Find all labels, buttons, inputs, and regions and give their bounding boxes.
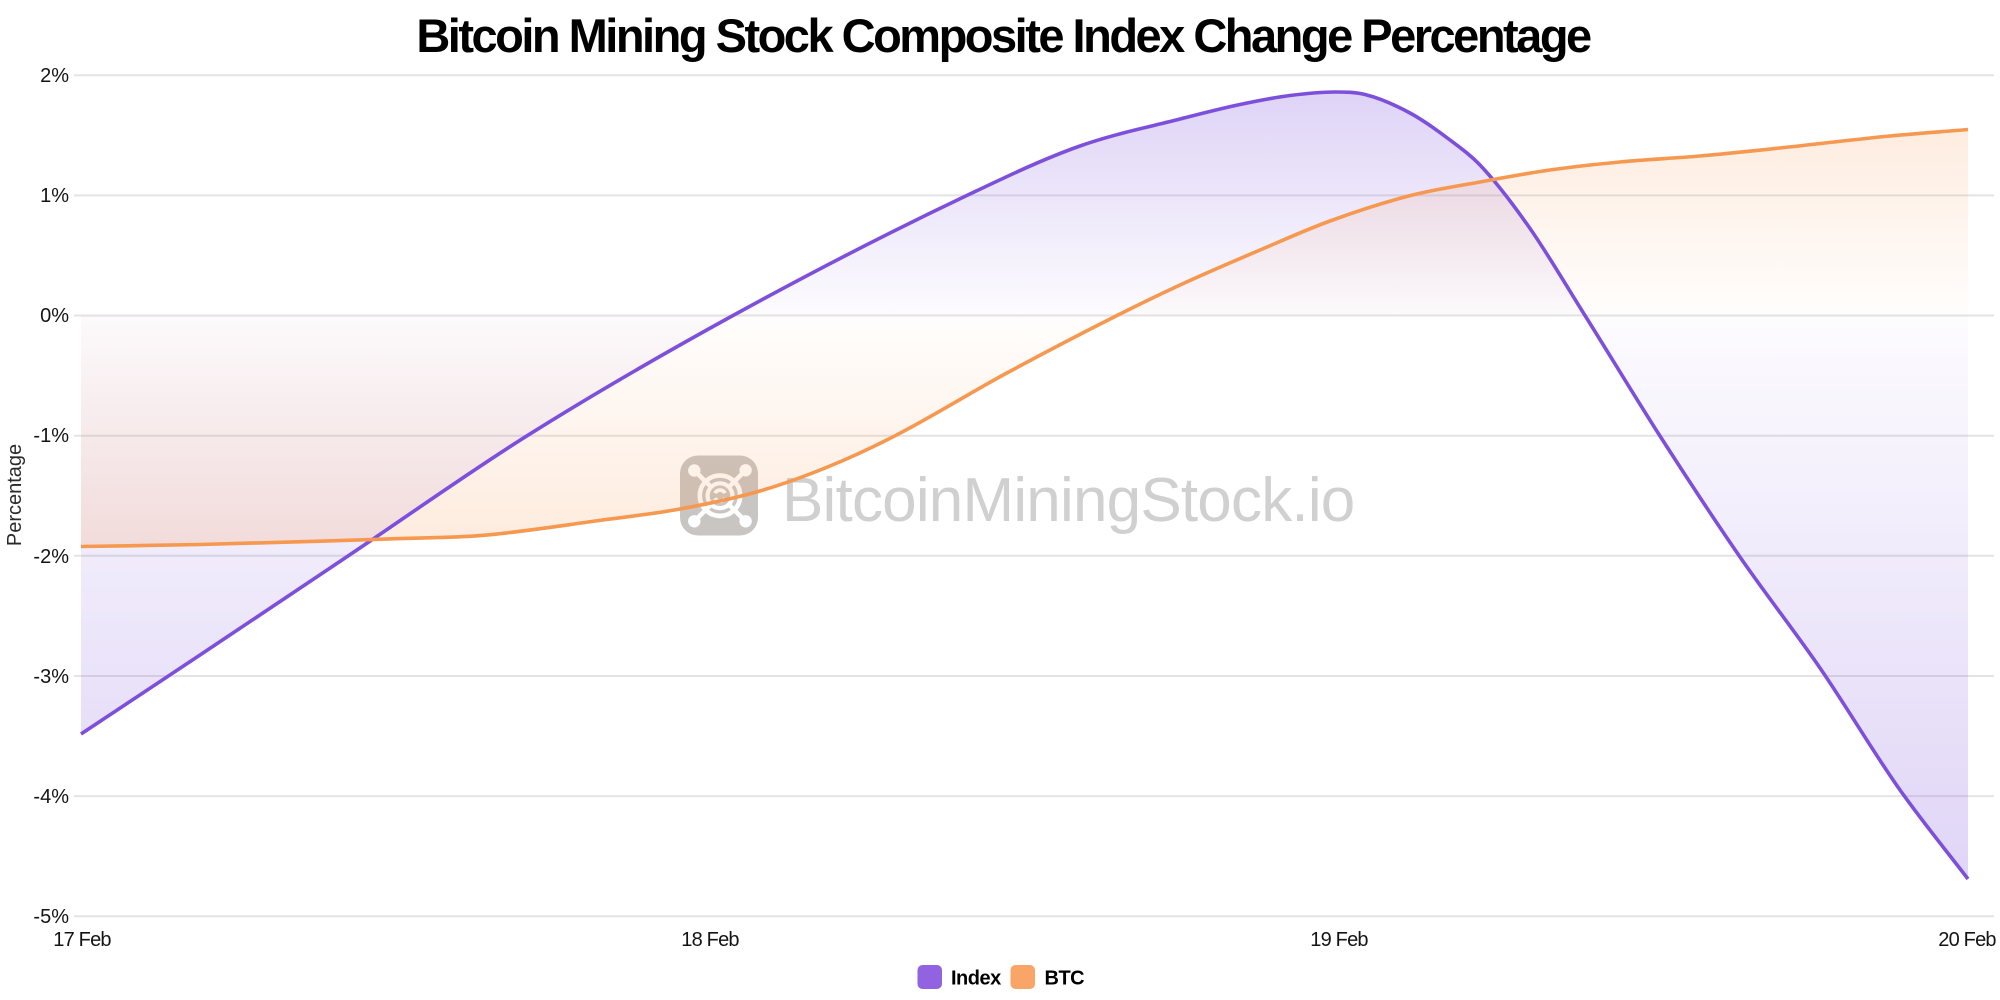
svg-text:18 Feb: 18 Feb bbox=[681, 929, 739, 951]
svg-text:0%: 0% bbox=[40, 305, 69, 327]
svg-text:BitcoinMiningStock.io: BitcoinMiningStock.io bbox=[782, 466, 1354, 535]
svg-text:19 Feb: 19 Feb bbox=[1310, 929, 1368, 951]
svg-text:-2%: -2% bbox=[33, 546, 69, 568]
svg-text:-3%: -3% bbox=[33, 666, 69, 688]
svg-text:BTC: BTC bbox=[1045, 968, 1085, 990]
svg-text:Percentage: Percentage bbox=[4, 444, 26, 546]
svg-text:2%: 2% bbox=[40, 65, 69, 87]
svg-text:20 Feb: 20 Feb bbox=[1938, 929, 1996, 951]
svg-text:-5%: -5% bbox=[33, 906, 69, 928]
svg-text:Bitcoin Mining Stock Composite: Bitcoin Mining Stock Composite Index Cha… bbox=[416, 9, 1591, 62]
svg-text:1%: 1% bbox=[40, 185, 69, 207]
svg-text:Index: Index bbox=[951, 968, 1001, 990]
svg-text:-1%: -1% bbox=[33, 425, 69, 447]
svg-text:-4%: -4% bbox=[33, 786, 69, 808]
svg-text:17 Feb: 17 Feb bbox=[53, 929, 111, 951]
